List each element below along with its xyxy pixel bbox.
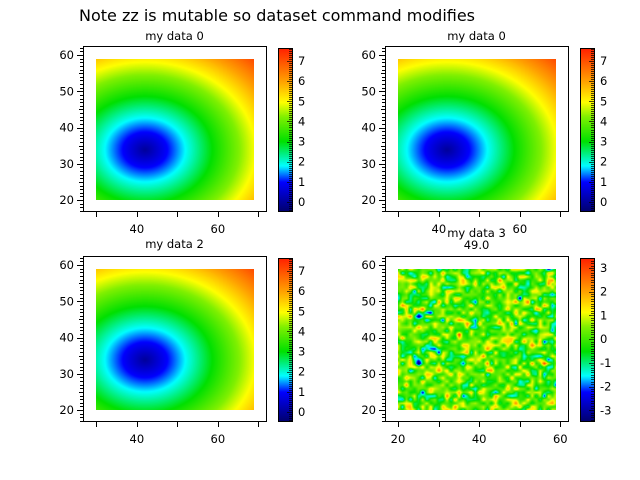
colorbar-tick-label: 7	[298, 264, 305, 278]
colorbar-tick-label: 2	[298, 365, 305, 379]
colorbar-tick-label: 3	[298, 345, 305, 359]
colorbar-tick-label: 0	[600, 195, 607, 209]
colorbar-tick-label: 3	[298, 135, 305, 149]
colorbar-tick-label: 1	[298, 175, 305, 189]
y-tick-label: 30	[361, 157, 376, 171]
colorbar-tick-label: 1	[600, 308, 607, 322]
y-tick-label: 40	[361, 331, 376, 345]
x-tick-label: 40	[472, 432, 487, 446]
colorbar-tick-label: 2	[600, 155, 607, 169]
y-tick-label: 60	[361, 258, 376, 272]
colorbar-tick-label: -2	[600, 380, 611, 394]
y-tick-label: 40	[59, 331, 74, 345]
y-tick-label: 40	[361, 121, 376, 135]
y-tick-label: 50	[361, 294, 376, 308]
y-tick-label: 30	[59, 157, 74, 171]
heatmap-image	[96, 269, 254, 410]
colorbar-tick-label: 6	[600, 74, 607, 88]
axes-frame	[83, 256, 267, 422]
colorbar-tick-label: 0	[600, 332, 607, 346]
subplot-title: my data 3	[447, 226, 506, 240]
y-tick-label: 30	[59, 367, 74, 381]
y-tick-label: 50	[59, 294, 74, 308]
y-tick-label: 40	[59, 121, 74, 135]
x-tick-label: 60	[513, 222, 528, 236]
colorbar-tick-label: 3	[600, 135, 607, 149]
y-tick-label: 50	[361, 84, 376, 98]
colorbar-tick-label: 4	[600, 114, 607, 128]
x-tick-label: 60	[211, 432, 226, 446]
axes-frame	[385, 46, 569, 212]
colorbar-tick-label: 7	[600, 54, 607, 68]
y-tick-label: 20	[59, 193, 74, 207]
y-tick-label: 20	[361, 193, 376, 207]
colorbar-tick-label: 6	[298, 284, 305, 298]
heatmap-image	[96, 59, 254, 200]
x-tick-label: 60	[553, 432, 568, 446]
y-tick-label: 60	[361, 48, 376, 62]
colorbar	[580, 258, 594, 421]
figure-title: Note zz is mutable so dataset command mo…	[79, 6, 476, 25]
colorbar	[278, 48, 292, 211]
subplot-title: my data 0	[145, 29, 204, 43]
axes-frame	[83, 46, 267, 212]
colorbar-tick-label: 5	[298, 304, 305, 318]
y-tick-label: 20	[361, 403, 376, 417]
y-tick-label: 50	[59, 84, 74, 98]
colorbar-tick-label: 1	[600, 175, 607, 189]
heatmap-image	[398, 269, 556, 410]
colorbar-tick-label: 0	[298, 195, 305, 209]
colorbar	[278, 258, 292, 421]
colorbar-tick-label: 5	[298, 94, 305, 108]
colorbar-tick-label: 7	[298, 54, 305, 68]
colorbar-tick-label: 2	[298, 155, 305, 169]
colorbar-frame	[278, 258, 293, 422]
subplot-3: my data 349.0 20 40 60 20 30 40 50 60 -3 -2 -1 0 1 2 3	[361, 226, 611, 446]
colorbar-tick-label: 3	[600, 261, 607, 275]
colorbar-tick-label: -1	[600, 356, 611, 370]
y-tick-label: 30	[361, 367, 376, 381]
colorbar-tick-label: 0	[298, 405, 305, 419]
x-tick-label: 20	[391, 432, 406, 446]
x-tick-label: 40	[130, 432, 145, 446]
colorbar-frame	[278, 48, 293, 212]
y-tick-label: 60	[59, 258, 74, 272]
colorbar-tick-label: 6	[298, 74, 305, 88]
x-tick-label: 40	[130, 222, 145, 236]
colorbar-frame	[580, 258, 595, 422]
subplot-title: my data 0	[447, 29, 506, 43]
colorbar-tick-label: 4	[298, 114, 305, 128]
colorbar	[580, 48, 594, 211]
heatmap-image	[398, 59, 556, 200]
axes-frame	[385, 256, 569, 422]
y-tick-label: 60	[59, 48, 74, 62]
y-tick-label: 20	[59, 403, 74, 417]
subplot-1: my data 0 40 60 20 30 40 50 60 0 1 2 3 4 5 6 7	[361, 29, 607, 236]
colorbar-tick-label: -3	[600, 403, 611, 417]
x-tick-label: 60	[211, 222, 226, 236]
colorbar-tick-label: 1	[298, 385, 305, 399]
subplot-subtitle: 49.0	[464, 238, 490, 252]
colorbar-tick-label: 2	[600, 285, 607, 299]
colorbar-frame	[580, 48, 595, 212]
colorbar-tick-label: 4	[298, 324, 305, 338]
subplot-2: my data 2 40 60 20 30 40 50 60 0 1 2 3 4 5 6 7	[59, 237, 305, 446]
subplot-title: my data 2	[145, 237, 204, 251]
x-tick-label: 40	[432, 222, 447, 236]
subplot-0: my data 0 40 60 20 30 40 50 60 0 1 2 3 4 5 6 7	[59, 29, 305, 236]
colorbar-tick-label: 5	[600, 94, 607, 108]
